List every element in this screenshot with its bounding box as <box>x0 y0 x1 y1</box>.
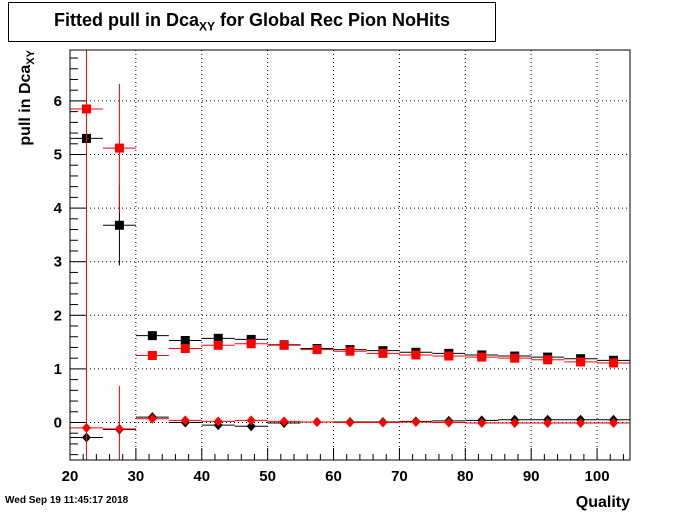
data-point <box>510 418 520 429</box>
data-point <box>279 340 289 350</box>
data-point <box>411 350 421 360</box>
data-point <box>609 418 619 429</box>
data-point <box>444 417 454 428</box>
x-tick-label: 70 <box>391 468 408 485</box>
y-tick-label: 0 <box>54 414 62 431</box>
x-tick-label: 30 <box>128 468 145 485</box>
data-point <box>477 352 487 362</box>
data-point <box>312 416 322 427</box>
y-tick-label: 5 <box>54 147 62 164</box>
chart-title: Fitted pull in DcaXY for Global Rec Pion… <box>9 10 495 34</box>
y-tick-label: 3 <box>54 254 62 271</box>
data-point <box>543 418 553 429</box>
data-point <box>246 415 256 426</box>
data-point <box>345 346 355 356</box>
data-point <box>246 339 256 349</box>
data-point <box>180 335 190 345</box>
x-tick-label: 80 <box>457 468 474 485</box>
data-point <box>213 416 223 427</box>
series-square-red <box>70 50 630 368</box>
y-tick-label: 4 <box>54 200 63 217</box>
title-suffix: for Global Rec Pion NoHits <box>215 10 451 30</box>
series-square-black <box>70 133 630 365</box>
data-point <box>147 413 157 424</box>
data-point <box>246 421 256 432</box>
plot-frame <box>69 49 631 461</box>
y-tick-label: 1 <box>54 361 62 378</box>
y-tick-label: 2 <box>54 307 62 324</box>
data-point <box>213 333 223 343</box>
data-point <box>279 416 289 427</box>
tick-labels: 20 30 40 50 60 70 80 90 100 0 1 2 3 4 5 6 <box>54 93 610 485</box>
data-point <box>576 357 586 367</box>
x-tick-label: 60 <box>325 468 342 485</box>
data-point <box>114 220 124 230</box>
data-point <box>180 344 190 354</box>
data-point <box>147 350 157 360</box>
y-tick-label: 6 <box>54 93 62 110</box>
x-tick-label: 100 <box>585 468 610 485</box>
data-point <box>81 104 91 114</box>
data-layer <box>70 50 630 460</box>
y-axis-title-subscript: XY <box>25 49 37 64</box>
grid <box>70 50 630 460</box>
data-point <box>378 348 388 358</box>
x-tick-label: 40 <box>193 468 210 485</box>
title-prefix: Fitted pull in Dca <box>53 10 199 30</box>
title-subscript: XY <box>198 19 215 34</box>
x-tick-label: 50 <box>259 468 276 485</box>
data-point <box>345 417 355 428</box>
x-tick-label: 90 <box>523 468 540 485</box>
data-point <box>609 358 619 368</box>
y-axis-title: pull in DcaXY <box>17 49 37 145</box>
x-tick-label: 20 <box>62 468 79 485</box>
data-point <box>543 355 553 365</box>
data-point <box>477 418 487 429</box>
data-point <box>510 353 520 363</box>
data-point <box>147 331 157 341</box>
data-point <box>411 416 421 427</box>
data-point <box>378 417 388 428</box>
timestamp: Wed Sep 19 11:45:17 2018 <box>5 495 129 506</box>
data-point <box>180 415 190 426</box>
data-point <box>114 143 124 153</box>
series-diamond-red <box>70 234 630 460</box>
data-point <box>114 423 124 434</box>
title-box: Fitted pull in DcaXY for Global Rec Pion… <box>8 2 496 42</box>
data-point <box>444 351 454 361</box>
axis-ticks <box>69 57 624 460</box>
data-point <box>312 345 322 355</box>
data-point <box>576 418 586 429</box>
data-point <box>81 422 91 433</box>
data-point <box>213 340 223 350</box>
x-axis-title: Quality <box>576 494 630 511</box>
y-axis-title-main: pull in Dca <box>17 65 34 146</box>
